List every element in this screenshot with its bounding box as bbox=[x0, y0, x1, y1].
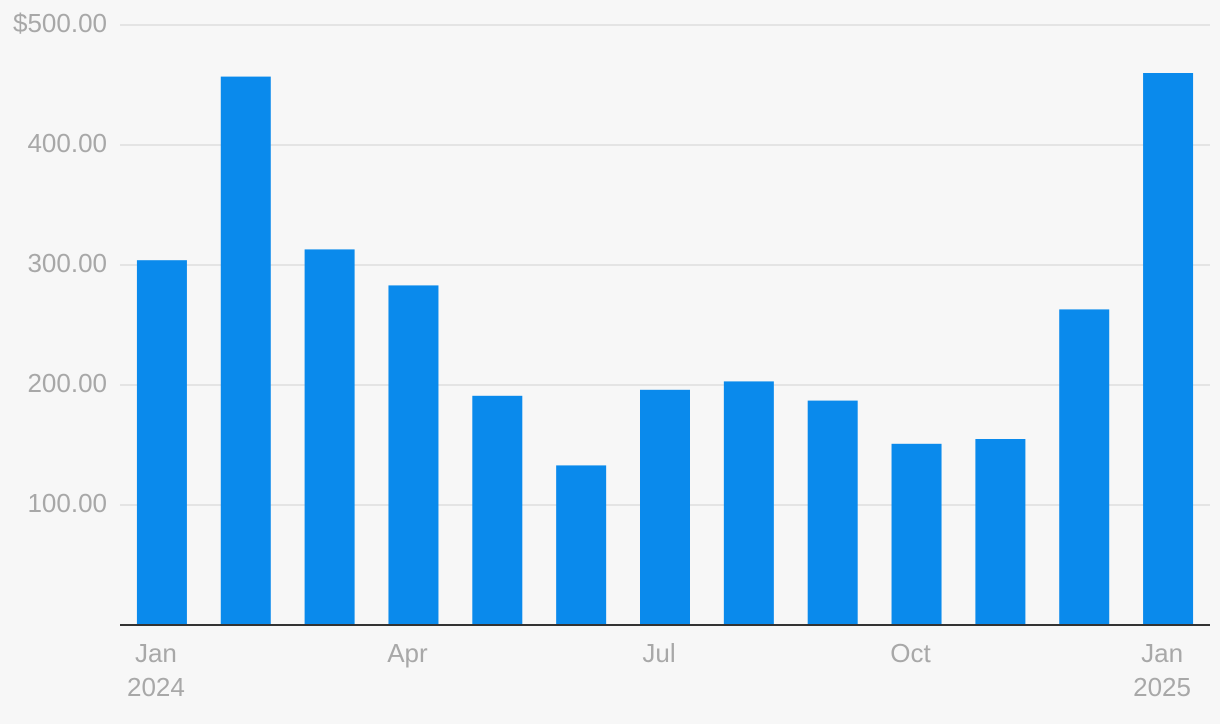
bar bbox=[136, 260, 187, 625]
y-tick-label: 400.00 bbox=[27, 128, 107, 158]
bar bbox=[975, 439, 1026, 625]
x-tick-label: Oct bbox=[890, 638, 931, 668]
y-tick-label: $500.00 bbox=[13, 8, 107, 38]
bar bbox=[556, 465, 607, 625]
y-tick-label: 100.00 bbox=[27, 488, 107, 518]
bar bbox=[1059, 309, 1110, 625]
bar bbox=[1143, 73, 1194, 625]
bar bbox=[807, 400, 858, 625]
bar bbox=[723, 381, 774, 625]
y-tick-label: 200.00 bbox=[27, 368, 107, 398]
x-tick-label: Jan 2025 bbox=[1133, 638, 1191, 702]
x-tick-label: Jul bbox=[642, 638, 675, 668]
x-tick-label: Apr bbox=[387, 638, 428, 668]
y-tick-label: 300.00 bbox=[27, 248, 107, 278]
bar bbox=[220, 76, 271, 626]
bar bbox=[640, 389, 690, 625]
bar bbox=[388, 285, 439, 625]
x-tick-label: Jan 2024 bbox=[127, 638, 185, 702]
bar bbox=[304, 249, 355, 625]
bar bbox=[472, 395, 523, 625]
bar bbox=[891, 443, 942, 625]
